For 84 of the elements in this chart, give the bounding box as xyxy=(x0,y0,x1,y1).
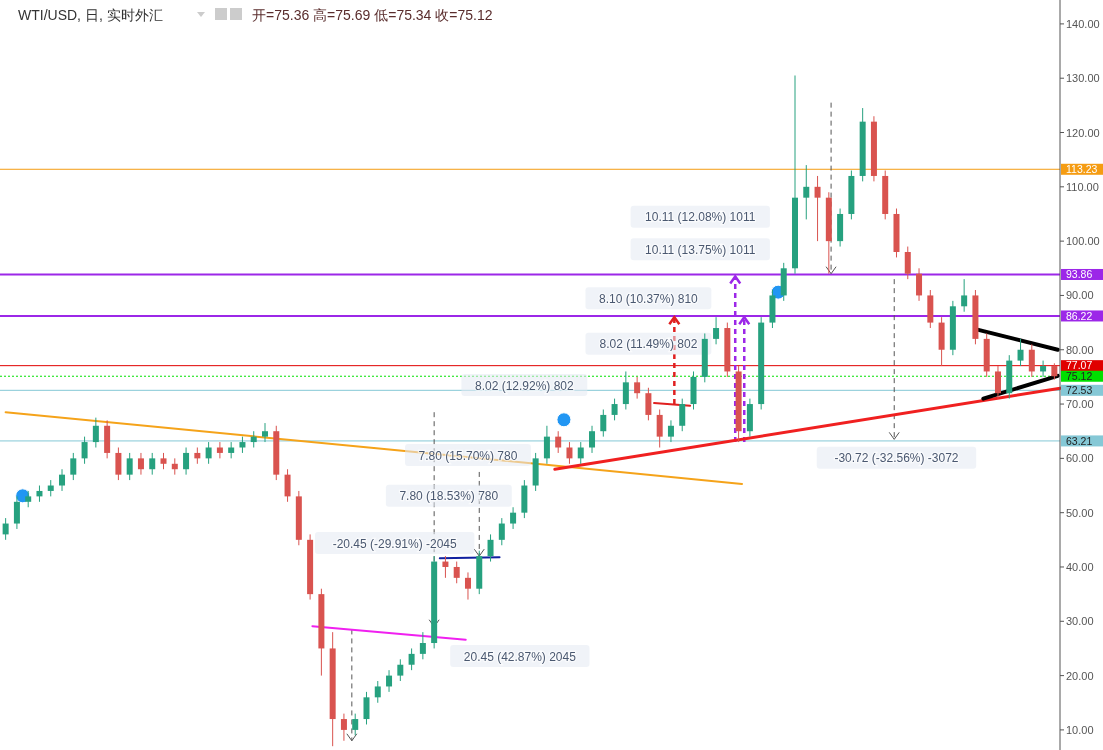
y-tick-label: 120.00 xyxy=(1066,126,1100,139)
candlestick xyxy=(352,713,359,736)
candlestick xyxy=(634,376,641,400)
y-tick-label: 10.00 xyxy=(1066,723,1094,736)
candlestick xyxy=(1017,338,1024,367)
y-tick-label: 80.00 xyxy=(1066,343,1094,356)
y-tick-label: 60.00 xyxy=(1066,452,1094,465)
y-tick-label: 100.00 xyxy=(1066,235,1100,248)
annotation: 8.10 (10.37%) 810 xyxy=(599,291,699,306)
annotation: 8.02 (12.92%) 802 xyxy=(474,378,575,393)
candlestick xyxy=(543,425,550,465)
ref-line-label: 86.22 xyxy=(1066,309,1093,322)
candlestick xyxy=(498,517,505,546)
candlestick xyxy=(656,408,663,448)
y-tick-label: 90.00 xyxy=(1066,289,1094,302)
ref-line-label: 72.53 xyxy=(1066,383,1093,396)
candlestick xyxy=(566,441,573,465)
candlestick xyxy=(262,422,268,443)
candlestick xyxy=(994,365,1001,400)
candlestick xyxy=(904,246,911,280)
candlestick xyxy=(216,441,223,459)
candlestick xyxy=(464,571,471,601)
candlestick xyxy=(814,175,821,242)
candlestick xyxy=(961,278,968,313)
candlestick xyxy=(2,517,9,541)
candlestick xyxy=(59,468,66,492)
candlestick xyxy=(149,452,156,476)
candlestick xyxy=(577,441,584,465)
y-tick-label: 130.00 xyxy=(1066,72,1100,85)
candlestick xyxy=(622,370,629,410)
candlestick xyxy=(600,408,607,438)
candlestick xyxy=(1040,360,1047,378)
candlestick xyxy=(386,669,393,693)
candlestick xyxy=(397,658,404,682)
candlestick xyxy=(340,713,347,742)
candlestick xyxy=(713,316,720,345)
y-tick-label: 20.00 xyxy=(1066,669,1094,682)
candlestick xyxy=(803,164,810,220)
candlestick xyxy=(645,387,652,421)
annotation: 10.11 (13.75%) 1011 xyxy=(645,242,756,257)
y-tick-label: 30.00 xyxy=(1066,615,1094,628)
candlestick xyxy=(205,441,212,465)
candlestick xyxy=(510,506,517,530)
y-tick-label: 40.00 xyxy=(1066,560,1094,573)
y-tick-label: 140.00 xyxy=(1066,17,1100,30)
y-tick-label: 50.00 xyxy=(1066,506,1094,519)
annotation: 8.02 (11.49%) 802 xyxy=(599,337,698,352)
candlestick xyxy=(70,452,77,481)
candlestick xyxy=(137,452,144,476)
candlestick xyxy=(81,436,88,465)
candlestick xyxy=(92,417,99,448)
candlestick xyxy=(555,430,562,454)
candlestick xyxy=(13,495,20,530)
ref-line-label: 75.12 xyxy=(1066,369,1093,382)
candlestick xyxy=(126,452,133,481)
annotation: 10.11 (12.08%) 1011 xyxy=(645,210,756,225)
candlestick xyxy=(442,555,449,579)
candlestick xyxy=(589,425,596,454)
candlestick xyxy=(419,631,426,660)
ref-line-label: 113.23 xyxy=(1066,162,1098,175)
candlestick xyxy=(284,468,291,503)
candlestick xyxy=(183,447,190,476)
y-tick-label: 110.00 xyxy=(1066,180,1099,193)
annotation: -20.45 (-29.91%) -2045 xyxy=(332,536,458,551)
ref-line-label: 63.21 xyxy=(1066,434,1093,447)
candlestick xyxy=(408,647,415,671)
candlestick xyxy=(487,533,494,563)
annotation: 7.80 (18.53%) 780 xyxy=(399,489,499,504)
candlestick xyxy=(115,447,122,481)
annotation: 20.45 (42.87%) 2045 xyxy=(463,649,577,664)
candlestick xyxy=(363,691,370,725)
ref-line-label: 77.07 xyxy=(1066,359,1093,372)
candlestick xyxy=(374,680,381,704)
candlestick xyxy=(916,267,923,302)
candlestick xyxy=(667,419,674,443)
candlestick xyxy=(453,561,460,584)
text: 开=75.36 高=75.69 低=75.34 收=75.12 xyxy=(252,7,493,23)
text: WTI/USD, 日, 实时外汇 xyxy=(18,7,163,23)
annotation: -30.72 (-32.56%) -3072 xyxy=(834,451,959,466)
y-tick-label: 70.00 xyxy=(1066,398,1094,411)
candlestick xyxy=(1028,343,1035,378)
candlestick xyxy=(679,398,686,432)
ref-line-label: 93.86 xyxy=(1066,268,1093,281)
candlestick xyxy=(611,398,618,421)
